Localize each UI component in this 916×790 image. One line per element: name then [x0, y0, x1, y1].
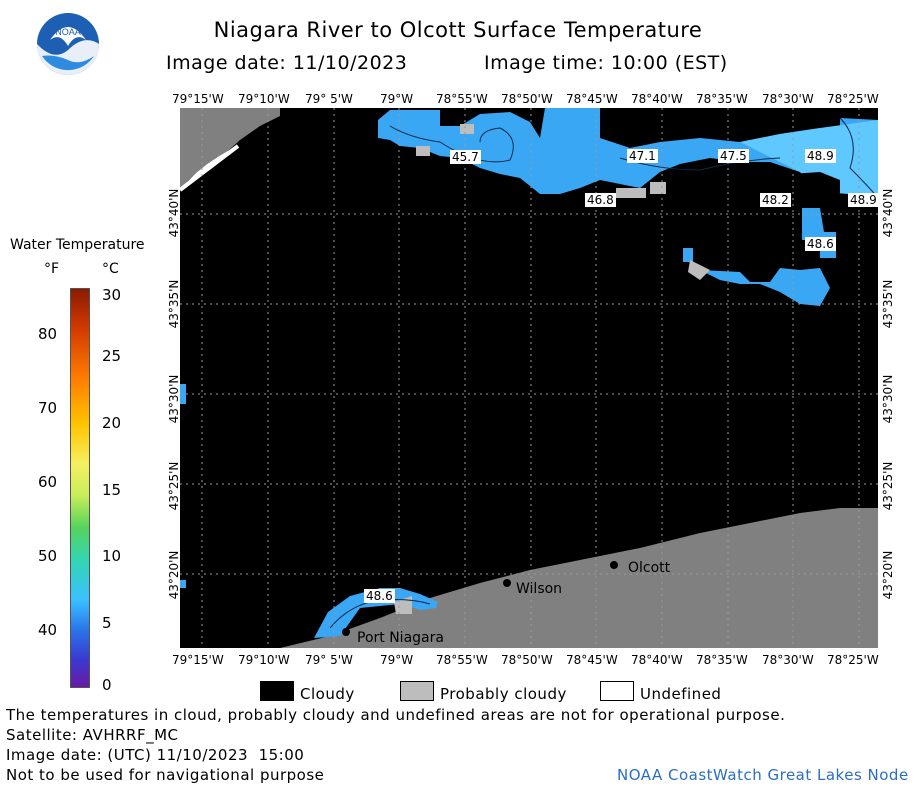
lon-label: 78°55'W	[436, 92, 488, 106]
lat-label: 43°25'N	[167, 461, 181, 511]
lat-label: 43°25'N	[881, 461, 895, 511]
lon-label: 78°40'W	[631, 653, 683, 667]
legend-undefined-swatch	[600, 681, 634, 701]
temp-label: 47.5	[718, 149, 749, 163]
temp-label: 46.8	[585, 193, 616, 207]
lon-label: 79°15'W	[172, 653, 224, 667]
lon-label: 78°55'W	[436, 653, 488, 667]
f-tick: 50	[38, 547, 58, 565]
temp-label: 48.6	[805, 237, 836, 251]
footer-credit: NOAA CoastWatch Great Lakes Node	[617, 766, 909, 784]
place-label-wilson: Wilson	[516, 581, 563, 597]
place-label-olcott: Olcott	[628, 560, 671, 576]
scale-title: Water Temperature	[10, 237, 145, 253]
lon-label: 79°10'W	[238, 653, 290, 667]
image-time: Image time: 10:00 (EST)	[484, 52, 728, 74]
undefined-edge	[178, 144, 240, 192]
c-tick: 0	[102, 676, 112, 694]
lon-label: 79°W	[380, 92, 414, 106]
scale-unit-f: °F	[44, 261, 60, 277]
lon-label: 79° 5'W	[305, 92, 353, 106]
lat-label: 43°20'N	[881, 550, 895, 600]
temp-label: 48.2	[760, 193, 791, 207]
temp-label: 47.1	[627, 149, 658, 163]
footer-image-date-utc: Image date: (UTC) 11/10/2023 15:00	[6, 746, 305, 764]
lon-label: 78°35'W	[696, 92, 748, 106]
legend-probably-cloudy-label: Probably cloudy	[440, 685, 567, 703]
lon-label: 78°25'W	[827, 92, 879, 106]
footer-satellite: Satellite: AVHRRF_MC	[6, 726, 179, 744]
c-tick: 10	[102, 547, 122, 565]
map-frame	[178, 108, 879, 648]
image-date: Image date: 11/10/2023	[166, 52, 408, 74]
c-tick: 20	[102, 414, 122, 432]
footer-note: The temperatures in cloud, probably clou…	[6, 706, 786, 724]
page-title: Niagara River to Olcott Surface Temperat…	[213, 18, 703, 42]
place-label-port-niagara: Port Niagara	[357, 630, 444, 646]
c-tick: 15	[102, 481, 122, 499]
color-scale-bar	[70, 288, 90, 688]
lon-label: 79°W	[380, 653, 414, 667]
lon-label: 79°10'W	[238, 92, 290, 106]
lat-label: 43°20'N	[167, 550, 181, 600]
footer-nav-warning: Not to be used for navigational purpose	[6, 766, 325, 784]
temp-label: 45.7	[450, 150, 481, 164]
lon-label: 78°45'W	[566, 653, 618, 667]
c-tick: 25	[102, 347, 122, 365]
lat-label: 43°30'N	[881, 374, 895, 424]
lat-label: 43°30'N	[167, 374, 181, 424]
legend-probably-cloudy-swatch	[400, 681, 434, 701]
lon-label: 78°30'W	[762, 92, 814, 106]
lon-label: 78°40'W	[631, 92, 683, 106]
lat-label: 43°35'N	[167, 279, 181, 329]
lon-label: 78°50'W	[501, 653, 553, 667]
lat-label: 43°40'N	[881, 188, 895, 238]
legend-cloudy-swatch	[260, 681, 294, 701]
temp-label: 48.9	[805, 149, 836, 163]
c-tick: 30	[102, 286, 122, 304]
scale-unit-c: °C	[102, 261, 119, 277]
legend-cloudy-label: Cloudy	[300, 685, 355, 703]
lon-label: 78°50'W	[501, 92, 553, 106]
land-northwest	[180, 108, 280, 188]
lon-label: 79° 5'W	[305, 653, 353, 667]
c-tick: 5	[102, 614, 112, 632]
f-tick: 60	[38, 473, 58, 491]
lat-label: 43°40'N	[167, 188, 181, 238]
noaa-logo: NOAA	[36, 12, 100, 76]
svg-text:NOAA: NOAA	[55, 27, 81, 37]
lat-label: 43°35'N	[881, 279, 895, 329]
temp-label: 48.6	[364, 589, 395, 603]
lon-label: 79°15'W	[172, 92, 224, 106]
lon-label: 78°30'W	[762, 653, 814, 667]
f-tick: 40	[38, 621, 58, 639]
map-canvas	[178, 108, 879, 648]
lon-label: 78°45'W	[566, 92, 618, 106]
f-tick: 80	[38, 325, 58, 343]
lon-label: 78°35'W	[696, 653, 748, 667]
legend-undefined-label: Undefined	[640, 685, 722, 703]
temp-label: 48.9	[848, 193, 879, 207]
olcott-marker	[610, 561, 618, 569]
lon-label: 78°25'W	[827, 653, 879, 667]
wilson-marker	[503, 579, 511, 587]
f-tick: 70	[38, 399, 58, 417]
port-niagara-marker	[342, 628, 350, 636]
